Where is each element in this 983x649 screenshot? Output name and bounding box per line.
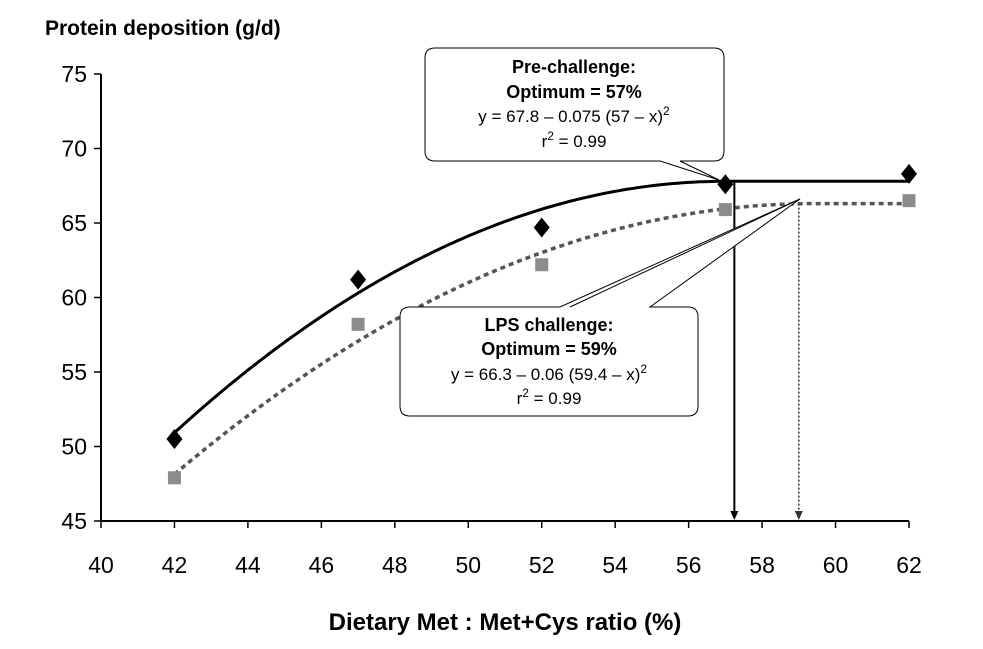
y-tick-label-0: 45	[61, 508, 87, 534]
callout-lps-pointer-2	[569, 198, 801, 308]
x-tick-label-1: 42	[162, 552, 188, 578]
point-0-0	[166, 429, 183, 450]
x-tick-label-10: 60	[823, 552, 849, 578]
callout-pre-title: Pre-challenge:	[512, 57, 636, 77]
point-1-4	[902, 194, 916, 208]
y-tick-label-2: 55	[61, 359, 87, 385]
fit-curves	[173, 179, 909, 476]
callout-pre-box	[424, 47, 725, 181]
point-1-0	[167, 471, 181, 485]
x-tick-label-8: 56	[676, 552, 702, 578]
callout-pre-equation: y = 67.8 – 0.075 (57 – x)2	[478, 104, 670, 126]
callout-lps-title: LPS challenge:	[484, 315, 613, 335]
point-1-2	[535, 258, 549, 272]
callout-pre-challenge: Pre-challenge: Optimum = 57% y = 67.8 – …	[424, 47, 725, 181]
x-axis-title: Dietary Met : Met+Cys ratio (%)	[329, 609, 682, 636]
data-points	[166, 163, 917, 485]
fit-curve-0	[173, 179, 909, 434]
callout-lps-r2: r2 = 0.99	[517, 386, 582, 408]
callout-lps-equation: y = 66.3 – 0.06 (59.4 – x)2	[451, 362, 647, 384]
y-tick-label-1: 50	[61, 434, 87, 460]
callout-lps-challenge: LPS challenge: Optimum = 59% y = 66.3 – …	[399, 198, 801, 417]
point-0-2	[533, 217, 550, 238]
y-tick-label-4: 65	[61, 210, 87, 236]
x-tick-label-6: 52	[529, 552, 555, 578]
point-0-4	[901, 163, 917, 184]
x-tick-label-2: 44	[235, 552, 261, 578]
callout-pre-equation-sup: 2	[663, 104, 670, 118]
x-tick-label-9: 58	[749, 552, 775, 578]
y-tick-label-3: 60	[61, 285, 87, 311]
x-tick-label-3: 46	[309, 552, 335, 578]
y-axis-title: Protein deposition (g/d)	[45, 17, 281, 40]
point-0-1	[350, 269, 367, 290]
x-tick-label-0: 40	[88, 552, 114, 578]
optimum-arrowhead-1	[794, 511, 803, 520]
y-tick-label-6: 75	[61, 61, 87, 87]
x-tick-label-11: 62	[896, 552, 922, 578]
y-tick-label-5: 70	[61, 136, 87, 162]
callout-pre-r2: r2 = 0.99	[542, 129, 607, 151]
callout-lps-equation-sup: 2	[640, 362, 647, 376]
fit-curve-1	[173, 201, 909, 476]
callout-lps-equation-main: y = 66.3 – 0.06 (59.4 – x)	[451, 365, 640, 384]
tick-group: 40 42 44 46 48 50 52 54 56 58 60 62 45 50 55 60 65 70 75	[61, 61, 921, 578]
callout-lps-optimum: Optimum = 59%	[481, 339, 617, 359]
optimum-arrowhead-0	[730, 511, 739, 520]
x-tick-label-4: 48	[382, 552, 408, 578]
point-0-3	[717, 174, 734, 195]
x-tick-label-7: 54	[602, 552, 628, 578]
callout-pre-optimum: Optimum = 57%	[506, 82, 642, 102]
point-1-3	[718, 203, 732, 217]
callout-lps-box	[399, 198, 801, 417]
x-tick-label-5: 50	[455, 552, 481, 578]
callout-pre-equation-main: y = 67.8 – 0.075 (57 – x)	[478, 107, 663, 126]
point-1-1	[351, 317, 365, 331]
